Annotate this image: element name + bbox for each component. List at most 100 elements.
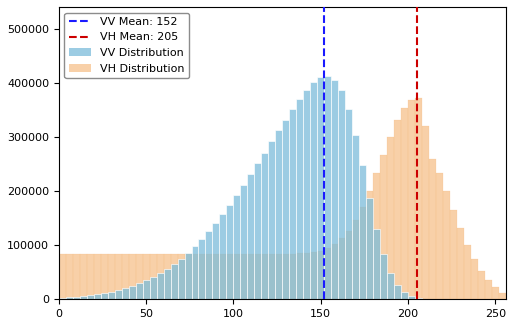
Bar — [415, 98, 422, 299]
Bar — [289, 109, 296, 299]
Bar — [171, 264, 177, 299]
Bar — [324, 248, 331, 299]
Bar — [359, 207, 366, 299]
Bar — [150, 254, 157, 299]
Bar — [80, 254, 87, 299]
Bar — [80, 296, 87, 299]
Bar — [73, 254, 80, 299]
Bar — [163, 254, 171, 299]
Bar — [157, 254, 163, 299]
Bar — [436, 173, 443, 299]
Bar — [380, 155, 387, 299]
Bar — [163, 269, 171, 299]
Bar — [387, 273, 394, 299]
Bar — [87, 295, 94, 299]
Bar — [394, 285, 401, 299]
Bar — [212, 223, 219, 299]
Bar — [408, 100, 415, 299]
Bar — [247, 254, 254, 299]
Bar — [276, 254, 282, 299]
Bar — [136, 283, 142, 299]
Bar — [66, 254, 73, 299]
Bar — [443, 191, 450, 299]
Bar — [101, 293, 108, 299]
Bar — [310, 252, 317, 299]
Bar — [198, 254, 206, 299]
Bar — [227, 205, 233, 299]
Bar — [206, 254, 212, 299]
Bar — [296, 99, 303, 299]
Bar — [415, 298, 422, 299]
Bar — [108, 292, 115, 299]
Bar — [366, 198, 373, 299]
Bar — [401, 292, 408, 299]
Bar — [192, 246, 198, 299]
Bar — [101, 254, 108, 299]
Bar — [303, 90, 310, 299]
Bar — [108, 254, 115, 299]
Bar — [66, 297, 73, 299]
Bar — [352, 220, 359, 299]
Bar — [142, 254, 150, 299]
Bar — [227, 254, 233, 299]
Bar — [303, 253, 310, 299]
Bar — [177, 259, 185, 299]
Bar — [338, 90, 345, 299]
Bar — [352, 135, 359, 299]
Bar — [276, 130, 282, 299]
Bar — [150, 277, 157, 299]
Bar — [366, 191, 373, 299]
Bar — [192, 254, 198, 299]
Bar — [317, 251, 324, 299]
Bar — [401, 108, 408, 299]
Bar — [422, 126, 429, 299]
Bar — [282, 120, 289, 299]
Bar — [324, 76, 331, 299]
Bar — [338, 238, 345, 299]
Bar — [185, 253, 192, 299]
Bar — [408, 296, 415, 299]
Bar — [373, 229, 380, 299]
Bar — [59, 254, 66, 299]
Bar — [261, 254, 268, 299]
Bar — [254, 163, 261, 299]
Bar — [115, 290, 122, 299]
Bar — [241, 185, 247, 299]
Bar — [331, 80, 338, 299]
Bar — [268, 254, 276, 299]
Bar — [136, 254, 142, 299]
Bar — [247, 174, 254, 299]
Bar — [115, 254, 122, 299]
Bar — [499, 293, 506, 299]
Bar — [157, 273, 163, 299]
Bar — [485, 280, 492, 299]
Bar — [212, 254, 219, 299]
Bar — [185, 254, 192, 299]
Bar — [87, 254, 94, 299]
Bar — [198, 239, 206, 299]
Bar — [171, 254, 177, 299]
Bar — [331, 244, 338, 299]
Legend: VV Mean: 152, VH Mean: 205, VV Distribution, VH Distribution: VV Mean: 152, VH Mean: 205, VV Distribut… — [64, 12, 189, 78]
Bar — [241, 254, 247, 299]
Bar — [450, 210, 457, 299]
Bar — [73, 297, 80, 299]
Bar — [464, 245, 471, 299]
Bar — [282, 254, 289, 299]
Bar — [394, 120, 401, 299]
Bar — [296, 253, 303, 299]
Bar — [219, 215, 227, 299]
Bar — [206, 231, 212, 299]
Bar — [457, 228, 464, 299]
Bar — [261, 153, 268, 299]
Bar — [359, 166, 366, 299]
Bar — [59, 298, 66, 299]
Bar — [94, 254, 101, 299]
Bar — [345, 231, 352, 299]
Bar — [380, 254, 387, 299]
Bar — [128, 286, 136, 299]
Bar — [373, 173, 380, 299]
Bar — [471, 259, 478, 299]
Bar — [94, 294, 101, 299]
Bar — [268, 141, 276, 299]
